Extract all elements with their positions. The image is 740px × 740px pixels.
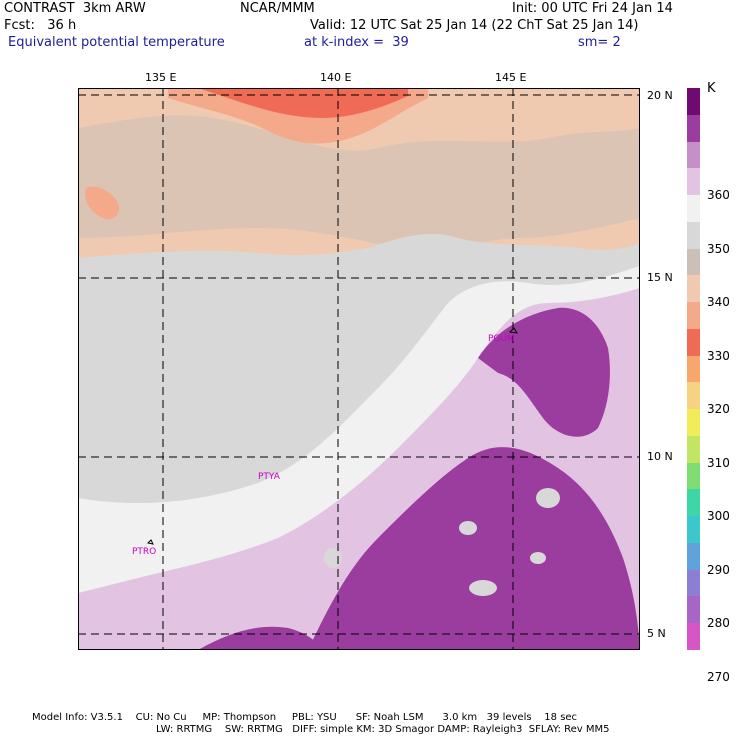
legend-tick-label: 290 bbox=[707, 562, 730, 577]
field-name: Equivalent potential temperature bbox=[8, 35, 225, 50]
lon-label-135: 135 E bbox=[145, 71, 177, 84]
grey-cell bbox=[536, 488, 560, 508]
lat-label-10n: 10 N bbox=[647, 450, 673, 463]
color-bar-swatch bbox=[687, 516, 700, 544]
legend-tick-label: 330 bbox=[707, 348, 730, 363]
valid-time: Valid: 12 UTC Sat 25 Jan 14 (22 ChT Sat … bbox=[310, 18, 639, 33]
legend-tick-label: 350 bbox=[707, 241, 730, 256]
color-bar bbox=[687, 88, 700, 651]
color-bar-swatch bbox=[687, 221, 700, 250]
color-bar-swatch bbox=[687, 195, 700, 223]
color-bar-swatch bbox=[687, 302, 700, 330]
forecast-hour: Fcst: 36 h bbox=[4, 18, 77, 33]
color-bar-swatch bbox=[687, 141, 700, 169]
color-bar-swatch bbox=[687, 489, 700, 517]
station-ptya: PTYA bbox=[258, 472, 281, 482]
orange-patch bbox=[85, 186, 120, 220]
white-region bbox=[78, 266, 640, 593]
smoothing-label: sm= 2 bbox=[578, 35, 621, 50]
legend-tick-label: 310 bbox=[707, 455, 730, 470]
lat-label-20n: 20 N bbox=[647, 89, 673, 102]
legend-unit: K bbox=[707, 81, 716, 96]
legend-tick-label: 270 bbox=[707, 669, 730, 684]
purple-patch-sw bbox=[198, 626, 323, 650]
color-bar-swatch bbox=[687, 409, 700, 437]
grey-cell bbox=[324, 548, 342, 568]
lat-label-5n: 5 N bbox=[647, 627, 666, 640]
color-bar-swatch bbox=[687, 355, 700, 383]
color-bar-swatch bbox=[687, 114, 700, 142]
island-guam-outline bbox=[508, 327, 518, 334]
source-label: NCAR/MMM bbox=[240, 1, 315, 16]
grey-cell bbox=[459, 521, 477, 535]
theta-e-map: PGUM PTYA PTRO bbox=[78, 88, 640, 650]
lat-label-15n: 15 N bbox=[647, 271, 673, 284]
tan-region bbox=[78, 115, 640, 250]
color-bar-swatch bbox=[687, 168, 700, 196]
init-time: Init: 00 UTC Fri 24 Jan 14 bbox=[512, 1, 673, 16]
island-palau-outline bbox=[146, 539, 154, 545]
color-bar-swatch bbox=[687, 328, 700, 357]
model-info-line2: LW: RRTMG SW: RRTMG DIFF: simple KM: 3D … bbox=[156, 724, 610, 735]
color-bar-swatch bbox=[687, 462, 700, 490]
legend-tick-label: 280 bbox=[707, 616, 730, 631]
legend-tick-label: 340 bbox=[707, 295, 730, 310]
color-bar-swatch bbox=[687, 248, 700, 276]
color-bar-swatch bbox=[687, 623, 700, 651]
model-title: CONTRAST 3km ARW bbox=[4, 1, 146, 16]
graticule bbox=[78, 88, 640, 650]
map-frame bbox=[78, 88, 640, 650]
color-bar-swatch bbox=[687, 569, 700, 597]
color-bar-swatch bbox=[687, 382, 700, 410]
legend-tick-label: 360 bbox=[707, 188, 730, 203]
station-ptro: PTRO bbox=[132, 547, 156, 557]
lon-label-140: 140 E bbox=[320, 71, 352, 84]
legend-tick-label: 300 bbox=[707, 509, 730, 524]
color-bar-swatch bbox=[687, 542, 700, 571]
station-pgum: PGUM bbox=[488, 334, 515, 344]
color-bar-swatch bbox=[687, 275, 700, 303]
level-label: at k-index = 39 bbox=[304, 35, 409, 50]
grey-cell bbox=[530, 552, 546, 564]
legend-tick-label: 320 bbox=[707, 402, 730, 417]
purple-region-east bbox=[478, 307, 610, 437]
model-info-line1: Model Info: V3.5.1 CU: No Cu MP: Thompso… bbox=[32, 712, 578, 723]
color-bar-swatch bbox=[687, 596, 700, 624]
grey-cell bbox=[469, 580, 497, 596]
lon-label-145: 145 E bbox=[495, 71, 527, 84]
color-bar-swatch bbox=[687, 88, 700, 116]
color-bar-swatch bbox=[687, 435, 700, 464]
